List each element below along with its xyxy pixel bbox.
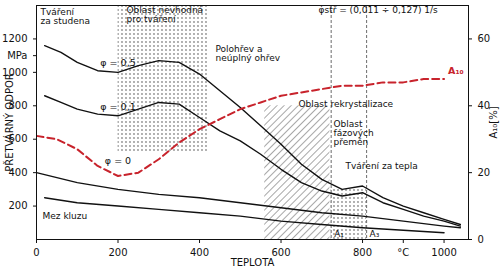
svg-text:400: 400: [190, 247, 209, 258]
svg-text:φ = 0,1: φ = 0,1: [100, 101, 135, 112]
svg-text:200: 200: [8, 200, 27, 211]
svg-text:40: 40: [477, 100, 491, 111]
svg-text:1200: 1200: [2, 33, 27, 44]
svg-text:MPa: MPa: [7, 50, 27, 61]
svg-text:A₁₀: A₁₀: [448, 65, 464, 76]
svg-text:φ = 0: φ = 0: [105, 155, 131, 166]
svg-text:φ̇stř = (0,011 ÷ 0,127) 1/s: φ̇stř = (0,011 ÷ 0,127) 1/s: [319, 5, 439, 15]
svg-text:600: 600: [8, 133, 28, 145]
svg-text:800: 800: [353, 247, 372, 258]
svg-text:°C: °C: [397, 247, 409, 258]
svg-text:A₃: A₃: [370, 229, 380, 239]
svg-text:Oblast nevhodnápro tváření: Oblast nevhodnápro tváření: [127, 5, 204, 24]
svg-text:1000: 1000: [2, 66, 28, 78]
svg-text:A₁: A₁: [334, 229, 344, 239]
svg-text:800: 800: [8, 100, 28, 111]
svg-text:A₁₀[%]: A₁₀[%]: [488, 106, 499, 138]
svg-text:60: 60: [478, 33, 491, 44]
svg-text:Mez kluzu: Mez kluzu: [43, 211, 88, 221]
svg-text:1000: 1000: [431, 247, 456, 258]
svg-text:Tvářeníza studena: Tvářeníza studena: [40, 7, 91, 26]
svg-text:Oblastfázovýchpřeměn: Oblastfázovýchpřeměn: [334, 119, 374, 147]
svg-text:TEPLOTA: TEPLOTA: [230, 257, 275, 268]
svg-text:Oblast rekrystalizace: Oblast rekrystalizace: [299, 99, 394, 109]
svg-text:200: 200: [108, 247, 127, 258]
svg-text:20: 20: [478, 167, 491, 178]
svg-text:0: 0: [478, 234, 484, 245]
svg-text:0: 0: [33, 247, 39, 258]
svg-text:Tváření za tepla: Tváření za tepla: [345, 161, 418, 171]
svg-text:PŘETVÁRNÝ ODPOR: PŘETVÁRNÝ ODPOR: [3, 73, 15, 172]
svg-text:600: 600: [271, 246, 291, 258]
svg-text:φ = 0,5: φ = 0,5: [100, 57, 135, 68]
svg-text:400: 400: [8, 166, 28, 178]
svg-text:Polohřev aneúplný ohřev: Polohřev aneúplný ohřev: [216, 44, 281, 63]
